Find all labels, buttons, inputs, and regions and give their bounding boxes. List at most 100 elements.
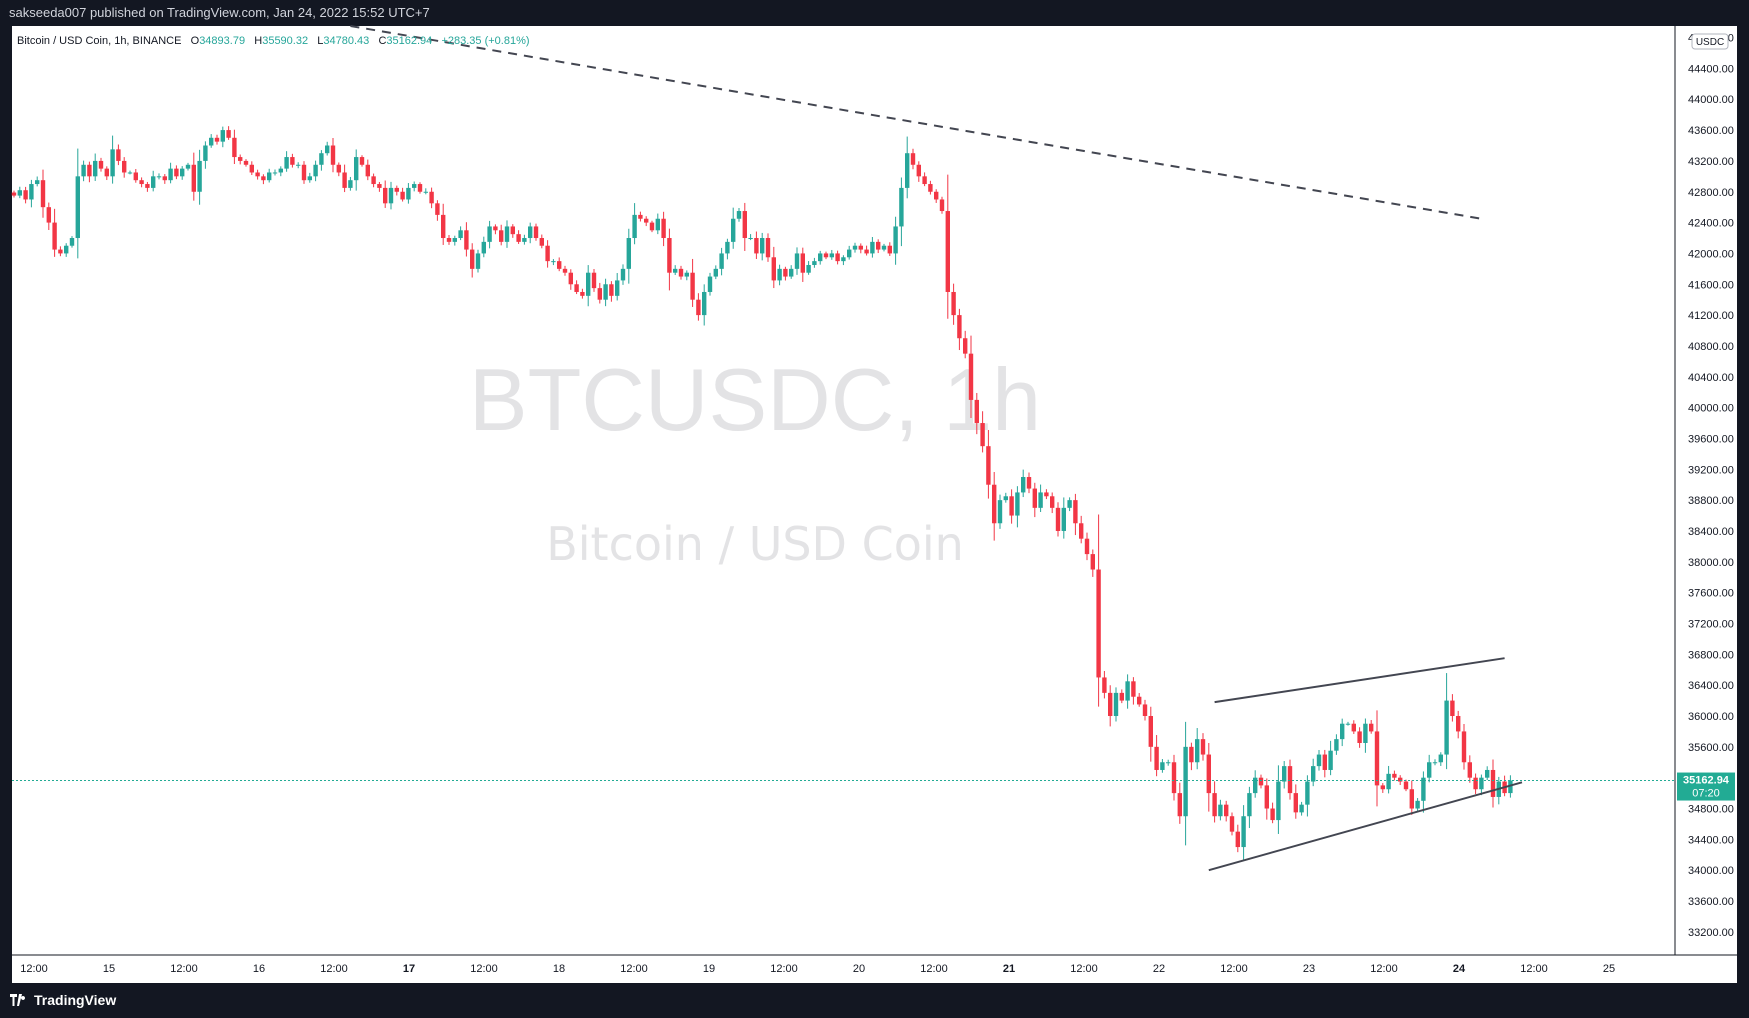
candle (1148, 706, 1153, 762)
candle (910, 148, 916, 170)
candle (203, 141, 208, 169)
legend-close: 35162.94 (386, 35, 433, 47)
candle (557, 257, 562, 272)
candle (1369, 720, 1374, 734)
candle (655, 213, 660, 235)
candle (1125, 674, 1130, 709)
candle (887, 242, 892, 256)
candle (1183, 721, 1188, 846)
candle (69, 236, 75, 248)
candle (313, 160, 318, 182)
candle (406, 183, 411, 204)
candle (690, 258, 695, 307)
candle (771, 246, 776, 289)
candle (794, 247, 800, 275)
candle (661, 211, 666, 247)
candle (806, 261, 811, 275)
candle (493, 224, 498, 235)
candle (174, 165, 179, 180)
price-tick-label: 37200.00 (1688, 618, 1734, 630)
candle (876, 239, 881, 254)
candle (789, 265, 794, 279)
candle (1044, 489, 1049, 500)
candle (1067, 497, 1072, 512)
candle (1009, 489, 1014, 524)
price-axis[interactable]: 33200.00 33600.00 34000.00 34400.00 34800.00… (1688, 33, 1734, 939)
countdown-label: 07:20 (1692, 788, 1720, 800)
time-tick-label: 25 (1603, 963, 1615, 975)
candle (319, 150, 324, 171)
candle (992, 471, 997, 541)
candle (180, 166, 185, 180)
candle (412, 181, 417, 192)
candle (510, 224, 515, 238)
time-axis[interactable]: 12:00 15 12:00 16 12:00 17 12:00 18 12:00 19 12:00… (20, 963, 1615, 975)
candle (597, 282, 602, 304)
candle (678, 265, 684, 280)
time-tick-label: 19 (703, 963, 715, 975)
candle (58, 246, 63, 257)
candle (284, 151, 289, 172)
candle (162, 174, 167, 184)
candle (586, 265, 591, 307)
dashed-trendline[interactable] (350, 25, 1482, 220)
candle (185, 162, 191, 171)
candle (441, 203, 446, 245)
candle (470, 243, 475, 278)
candle (446, 235, 452, 245)
solid-trendline[interactable] (1208, 781, 1523, 872)
candle (800, 247, 805, 282)
legend-high-label: H (254, 35, 263, 47)
candle (52, 208, 57, 257)
candle (23, 186, 28, 204)
candle (615, 273, 620, 301)
candle (75, 148, 80, 259)
candle (829, 249, 834, 260)
candle (1305, 775, 1310, 817)
time-tick-label: 18 (553, 963, 565, 975)
candle (1108, 685, 1113, 727)
tradingview-brand[interactable]: TradingView (10, 992, 116, 1008)
candle (1131, 677, 1136, 705)
candle (1119, 689, 1124, 704)
candle (197, 149, 202, 205)
candle (156, 173, 162, 180)
candle (742, 202, 747, 251)
chart-frame[interactable] (0, 26, 1749, 983)
solid-trendline[interactable] (1214, 657, 1505, 704)
candle (1079, 515, 1084, 544)
candle (1073, 493, 1078, 536)
candle (696, 293, 701, 321)
candle (551, 259, 556, 266)
price-tick-label: 41600.00 (1688, 279, 1734, 291)
candle (626, 228, 631, 284)
candle (1456, 710, 1461, 739)
candle (139, 177, 144, 188)
currency-badge[interactable]: USDC (1691, 33, 1729, 50)
candle (632, 203, 637, 245)
candle (464, 222, 469, 257)
ohlc-legend: Bitcoin / USD Coin, 1h, BINANCE O34893.7… (17, 35, 530, 47)
candle (702, 284, 707, 326)
candle (1340, 718, 1345, 747)
candle (545, 240, 550, 268)
time-tick-label: 12:00 (920, 963, 948, 975)
time-tick-label: 12:00 (170, 963, 198, 975)
time-tick-label: 16 (253, 963, 265, 975)
candle (458, 226, 463, 241)
candle (1264, 778, 1269, 820)
time-tick-label: 21 (1003, 963, 1015, 975)
candle (272, 169, 278, 176)
legend-low: 34780.43 (323, 35, 370, 47)
publish-bar: sakseeda007 published on TradingView.com… (0, 0, 1749, 26)
candle (220, 126, 225, 148)
candle (934, 189, 939, 203)
price-tick-label: 43600.00 (1688, 125, 1734, 137)
candle (841, 255, 846, 266)
candle (348, 176, 353, 191)
candle (151, 170, 156, 192)
candle (1403, 779, 1409, 792)
time-tick-label: 12:00 (470, 963, 498, 975)
candle (145, 181, 150, 192)
